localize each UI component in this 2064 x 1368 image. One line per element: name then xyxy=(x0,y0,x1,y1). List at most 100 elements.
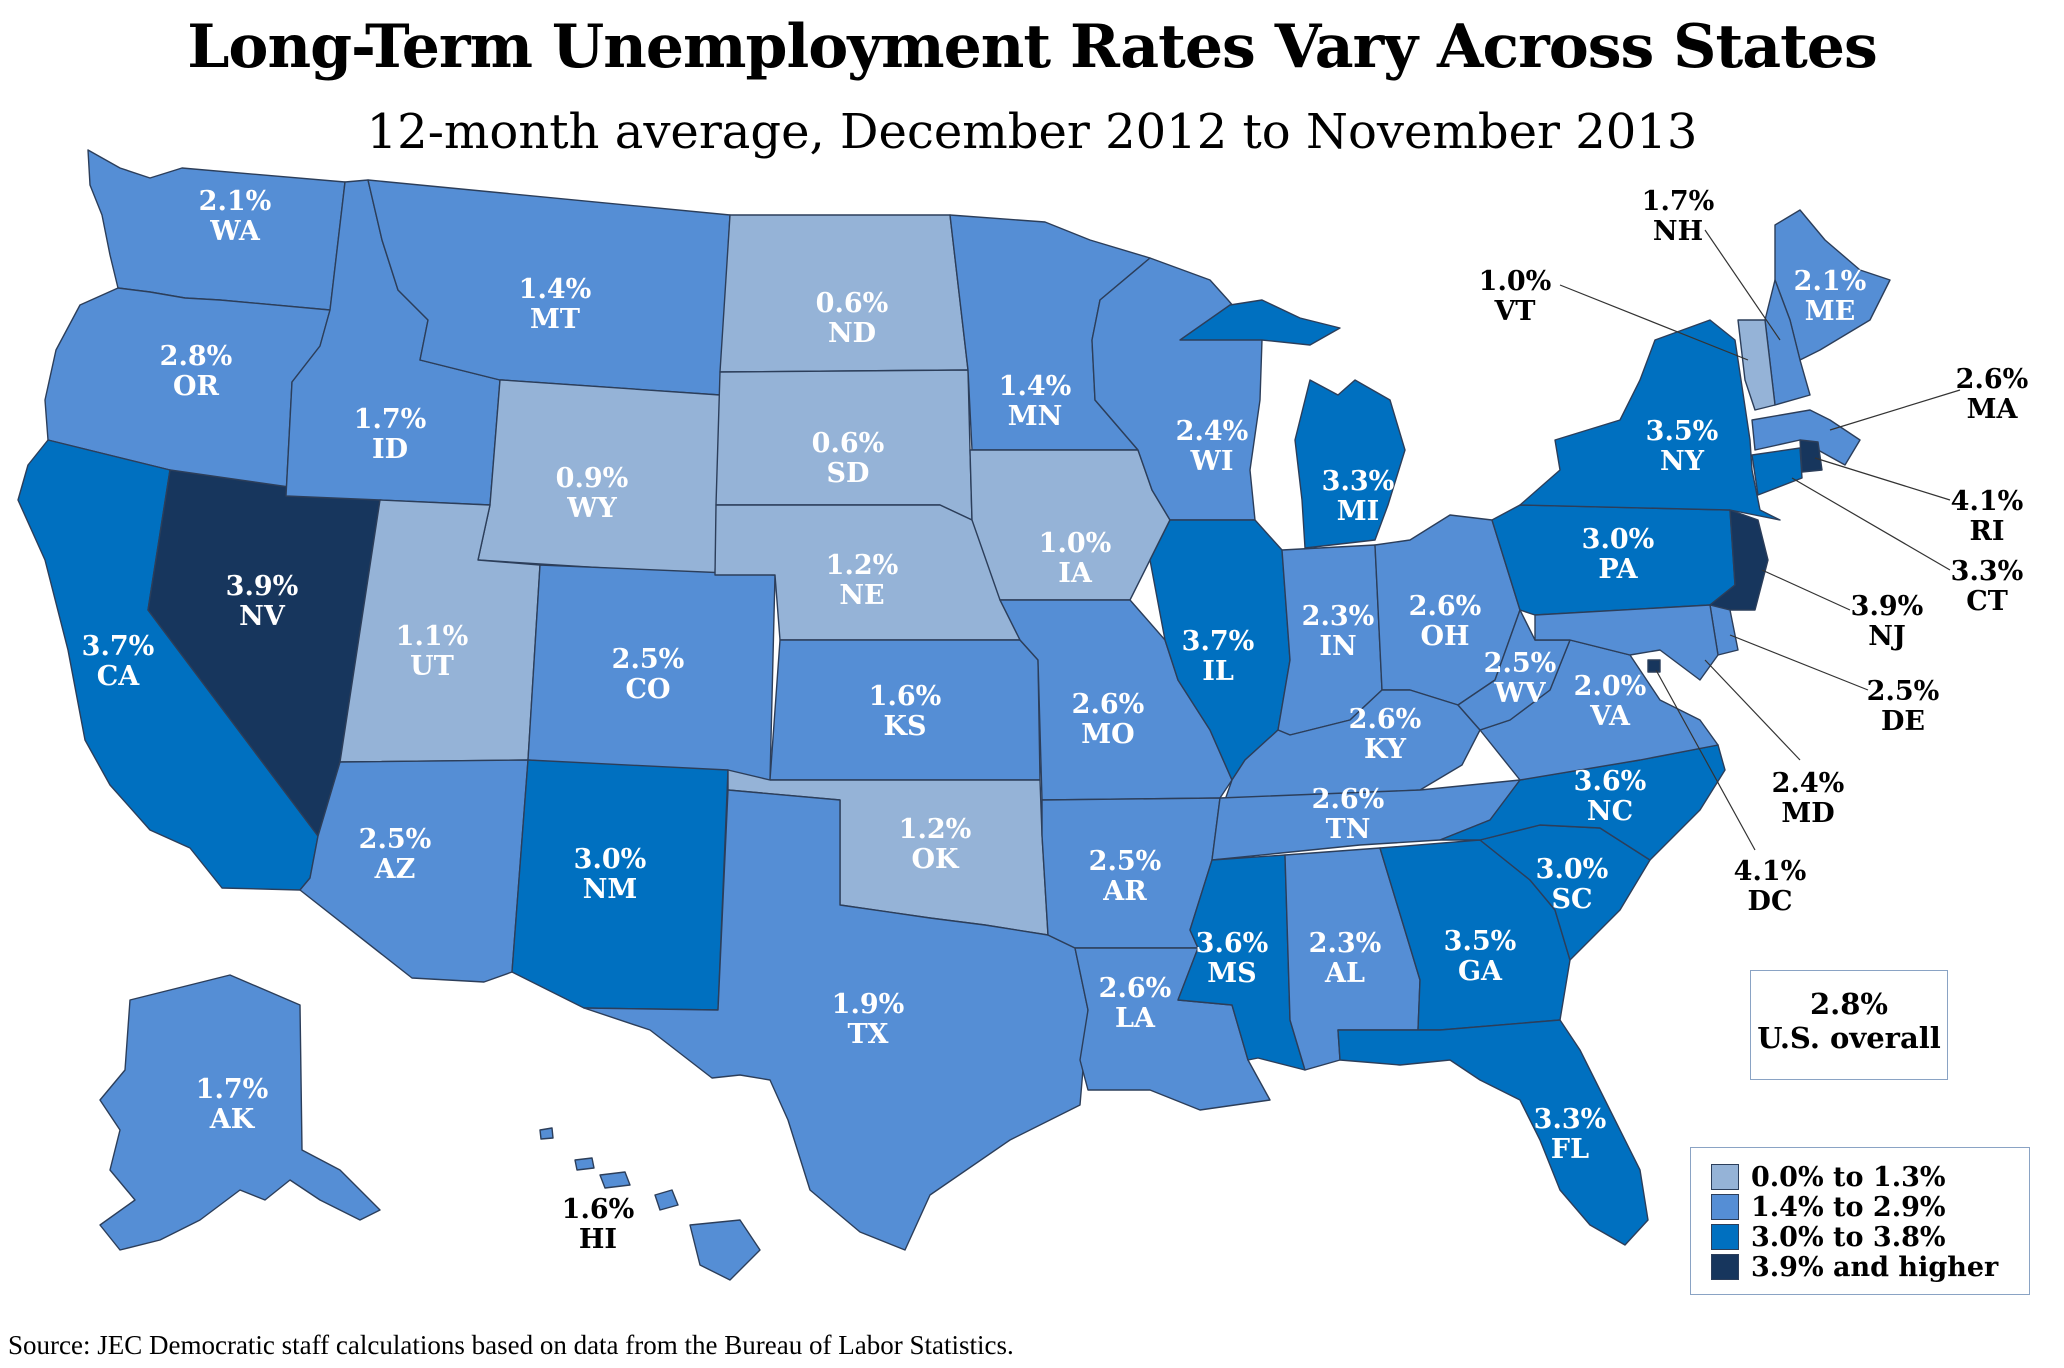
state-value-tx: 1.9% xyxy=(832,989,905,1020)
leader-line-vt xyxy=(1559,284,1749,361)
state-md xyxy=(1534,604,1719,681)
state-value-wy: 0.9% xyxy=(556,463,629,494)
state-value-oh: 2.6% xyxy=(1409,591,1482,622)
state-ma xyxy=(1751,409,1861,466)
state-abbr-ok: OK xyxy=(912,844,961,875)
state-value-ok: 1.2% xyxy=(899,814,972,845)
state-abbr-ar: AR xyxy=(1102,876,1147,907)
state-abbr-tx: TX xyxy=(847,1019,888,1050)
state-abbr-ia: IA xyxy=(1058,558,1093,589)
state-value-hi: 1.6% xyxy=(562,1194,635,1225)
source-note: Source: JEC Democratic staff calculation… xyxy=(8,1330,1014,1360)
legend-item: 3.0% to 3.8% xyxy=(1711,1221,2029,1253)
state-abbr-pa: PA xyxy=(1598,554,1638,585)
state-value-ut: 1.1% xyxy=(396,621,469,652)
state-ky xyxy=(1224,689,1481,801)
state-value-ma: 2.6% xyxy=(1956,364,2029,395)
state-value-mi: 3.3% xyxy=(1322,466,1395,497)
state-value-md: 2.4% xyxy=(1772,768,1845,799)
state-value-nm: 3.0% xyxy=(574,844,647,875)
state-abbr-nj: NJ xyxy=(1868,621,1905,652)
state-value-in: 2.3% xyxy=(1302,601,1375,632)
us-overall-value: 2.8% xyxy=(1809,987,1888,1021)
state-abbr-la: LA xyxy=(1115,1003,1156,1034)
state-abbr-tn: TN xyxy=(1326,814,1371,845)
state-abbr-il: IL xyxy=(1202,656,1234,687)
state-abbr-ak: AK xyxy=(209,1104,256,1135)
state-abbr-mi: MI xyxy=(1337,496,1380,527)
legend-label: 1.4% to 2.9% xyxy=(1751,1191,1946,1223)
state-fl xyxy=(1337,1019,1649,1246)
state-abbr-ma: MA xyxy=(1967,394,2019,425)
state-mi xyxy=(1179,299,1406,549)
leader-line-de xyxy=(1729,634,1869,691)
state-abbr-az: AZ xyxy=(374,854,416,885)
state-ks xyxy=(769,639,1041,781)
state-value-az: 2.5% xyxy=(359,824,432,855)
state-abbr-wy: WY xyxy=(566,493,617,524)
state-ny xyxy=(1519,319,1781,521)
state-hi xyxy=(539,1127,761,1281)
state-ct xyxy=(1751,447,1803,496)
state-value-nc: 3.6% xyxy=(1574,766,1647,797)
states-layer xyxy=(17,149,1891,1281)
state-value-ak: 1.7% xyxy=(196,1074,269,1105)
state-abbr-fl: FL xyxy=(1551,1134,1589,1165)
state-value-la: 2.6% xyxy=(1099,973,1172,1004)
state-value-ia: 1.0% xyxy=(1039,528,1112,559)
legend-swatch xyxy=(1711,1194,1739,1220)
state-abbr-ct: CT xyxy=(1966,586,2008,617)
state-abbr-co: CO xyxy=(625,674,670,705)
state-abbr-mo: MO xyxy=(1081,719,1134,750)
us-overall-box: 2.8% U.S. overall xyxy=(1750,970,1948,1080)
leader-line-ma xyxy=(1829,389,1961,431)
legend-item: 3.9% and higher xyxy=(1711,1252,2029,1283)
state-value-me: 2.1% xyxy=(1794,266,1867,297)
state-value-ct: 3.3% xyxy=(1951,556,2024,587)
legend-swatch xyxy=(1711,1164,1739,1190)
state-ak xyxy=(99,974,381,1251)
state-value-vt: 1.0% xyxy=(1479,266,1552,297)
state-value-nh: 1.7% xyxy=(1642,186,1715,217)
state-abbr-id: ID xyxy=(372,434,408,465)
state-value-id: 1.7% xyxy=(354,404,427,435)
legend-label: 3.0% to 3.8% xyxy=(1751,1221,1946,1253)
state-abbr-ks: KS xyxy=(884,711,927,742)
state-abbr-ky: KY xyxy=(1364,734,1407,765)
state-abbr-ca: CA xyxy=(97,661,140,692)
state-value-tn: 2.6% xyxy=(1312,784,1385,815)
state-dc xyxy=(1647,659,1661,673)
state-abbr-de: DE xyxy=(1881,706,1925,737)
us-overall-label: U.S. overall xyxy=(1757,1021,1941,1055)
state-value-ks: 1.6% xyxy=(869,681,942,712)
state-value-pa: 3.0% xyxy=(1582,524,1655,555)
state-vt xyxy=(1737,319,1776,411)
legend-label: 0.0% to 1.3% xyxy=(1751,1161,1946,1193)
state-value-ga: 3.5% xyxy=(1444,926,1517,957)
state-abbr-sc: SC xyxy=(1552,884,1593,915)
state-nj xyxy=(1709,509,1769,611)
state-abbr-vt: VT xyxy=(1493,296,1535,327)
state-abbr-md: MD xyxy=(1781,798,1834,829)
state-value-nd: 0.6% xyxy=(816,288,889,319)
state-abbr-wi: WI xyxy=(1190,446,1234,477)
state-tx xyxy=(583,789,1089,1251)
state-value-wa: 2.1% xyxy=(199,186,272,217)
state-abbr-mt: MT xyxy=(530,304,580,335)
state-value-or: 2.8% xyxy=(160,341,233,372)
state-value-ca: 3.7% xyxy=(82,631,155,662)
state-abbr-ut: UT xyxy=(410,651,454,682)
state-value-ny: 3.5% xyxy=(1646,416,1719,447)
leader-line-ri xyxy=(1814,457,1951,501)
state-value-sd: 0.6% xyxy=(812,428,885,459)
state-abbr-ga: GA xyxy=(1458,956,1503,987)
state-abbr-ms: MS xyxy=(1207,958,1256,989)
state-value-ne: 1.2% xyxy=(826,550,899,581)
state-value-ri: 4.1% xyxy=(1951,486,2024,517)
leader-line-ct xyxy=(1791,477,1951,571)
state-abbr-or: OR xyxy=(173,371,220,402)
state-abbr-ne: NE xyxy=(839,580,884,611)
state-value-ms: 3.6% xyxy=(1196,928,1269,959)
state-abbr-hi: HI xyxy=(579,1224,617,1255)
